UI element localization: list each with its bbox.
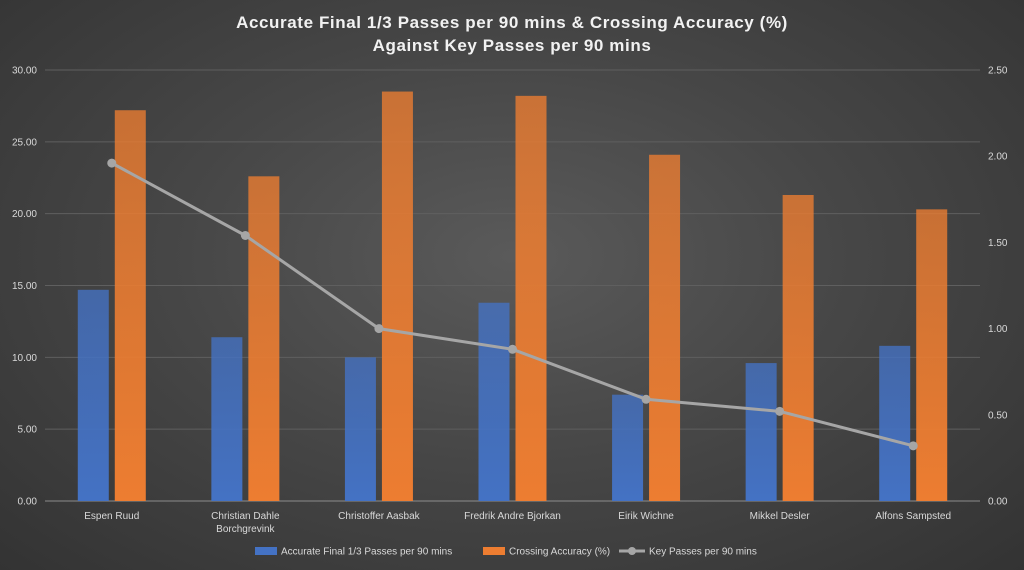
right-tick-label: 0.50 [988,410,1008,421]
legend-swatch [255,547,277,555]
left-tick-label: 20.00 [12,209,37,220]
left-tick-label: 15.00 [12,281,37,292]
left-tick-label: 25.00 [12,137,37,148]
bar-crossing-accuracy [248,176,280,501]
legend-label: Key Passes per 90 mins [649,547,757,558]
bar-crossing-accuracy [649,154,681,501]
bar-final-third-passes [612,394,644,501]
bar-crossing-accuracy [916,209,948,501]
bars [77,91,948,502]
key-passes-point [775,406,785,416]
bar-final-third-passes [77,289,109,501]
bar-final-third-passes [879,345,911,501]
bar-final-third-passes [211,337,243,501]
left-tick-label: 5.00 [18,425,38,436]
key-passes-point [641,394,651,404]
key-passes-point [374,324,384,334]
category-label: Espen Ruud [84,511,139,522]
gridlines [45,69,980,502]
bar-final-third-passes [478,302,510,501]
category-label: Fredrik Andre Bjorkan [464,511,561,522]
left-tick-label: 30.00 [12,66,37,77]
left-tick-label: 0.00 [18,497,38,508]
right-tick-label: 1.00 [988,324,1008,335]
category-label: Alfons Sampsted [875,511,951,522]
legend: Accurate Final 1/3 Passes per 90 mins Cro… [255,547,757,558]
bar-crossing-accuracy [114,110,146,501]
key-passes-point [107,158,117,168]
category-label: Eirik Wichne [618,511,674,522]
right-tick-label: 2.00 [988,152,1008,163]
category-label: Borchgrevink [216,524,275,535]
category-label: Christian Dahle [211,511,280,522]
legend-label: Crossing Accuracy (%) [509,547,610,558]
category-label: Mikkel Desler [750,511,811,522]
legend-marker [628,547,636,555]
bar-crossing-accuracy [515,95,547,502]
key-passes-point [908,441,918,451]
category-label: Christoffer Aasbak [338,511,421,522]
bar-crossing-accuracy [782,194,814,502]
line-series [107,158,918,451]
key-passes-point [240,231,250,241]
left-axis: 0.00 5.00 10.00 15.00 20.00 25.00 30.00 [12,66,37,508]
right-tick-label: 0.00 [988,497,1008,508]
chart-title-line-2: Against Key Passes per 90 mins [373,36,652,55]
chart-title-line-1: Accurate Final 1/3 Passes per 90 mins & … [236,13,788,32]
legend-swatch [483,547,505,555]
left-tick-label: 10.00 [12,353,37,364]
right-tick-label: 2.50 [988,66,1008,77]
bar-final-third-passes [745,363,777,501]
bar-final-third-passes [344,357,376,501]
right-axis: 0.00 0.50 1.00 1.50 2.00 2.50 [988,66,1008,508]
legend-label: Accurate Final 1/3 Passes per 90 mins [281,547,452,558]
key-passes-point [508,344,517,354]
bar-crossing-accuracy [381,91,413,502]
right-tick-label: 1.50 [988,238,1008,249]
category-labels: Espen Ruud Christian Dahle Borchgrevink Chr… [84,511,951,535]
